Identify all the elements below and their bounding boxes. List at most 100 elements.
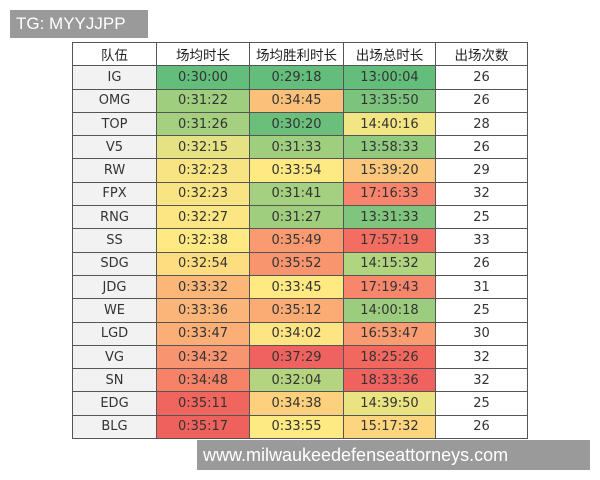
total-duration-cell: 15:39:20 [343,158,436,183]
table-row: JDG 0:33:32 0:33:45 17:19:43 31 [72,274,528,300]
team-cell: RW [72,158,157,183]
team-duration-table: 队伍 场均时长 场均胜利时长 出场总时长 出场次数 IG 0:30:00 0:29:… [72,41,528,440]
avg-duration-cell: 0:32:54 [156,251,250,276]
avg-win-duration-cell: 0:35:49 [249,228,344,253]
header-avg-duration: 场均时长 [156,41,250,67]
avg-win-duration-cell: 0:34:02 [249,321,344,346]
games-played-cell: 32 [435,181,528,207]
avg-win-duration-cell: 0:31:33 [249,135,344,160]
watermark-bottom: www.milwaukeedefenseattorneys.com [197,440,590,470]
total-duration-cell: 18:33:36 [343,368,436,393]
table-row: BLG 0:35:17 0:33:55 15:17:32 26 [72,414,528,440]
team-cell: SDG [72,251,157,276]
games-played-cell: 26 [435,88,528,113]
team-cell: JDG [72,274,157,300]
team-cell: IG [72,65,157,90]
table-row: IG 0:30:00 0:29:18 13:00:04 26 [72,65,528,90]
team-cell: BLG [72,414,157,440]
total-duration-cell: 16:53:47 [343,321,436,346]
avg-duration-cell: 0:32:23 [156,158,250,183]
games-played-cell: 33 [435,228,528,253]
total-duration-cell: 14:39:50 [343,391,436,416]
total-duration-cell: 14:40:16 [343,111,436,137]
avg-win-duration-cell: 0:33:45 [249,274,344,300]
avg-win-duration-cell: 0:30:20 [249,111,344,137]
avg-duration-cell: 0:32:15 [156,135,250,160]
table-row: FPX 0:32:23 0:31:41 17:16:33 32 [72,181,528,207]
table-row: TOP 0:31:26 0:30:20 14:40:16 28 [72,111,528,137]
games-played-cell: 31 [435,274,528,300]
avg-duration-cell: 0:33:36 [156,298,250,323]
total-duration-cell: 14:00:18 [343,298,436,323]
avg-win-duration-cell: 0:35:52 [249,251,344,276]
avg-duration-cell: 0:33:47 [156,321,250,346]
avg-win-duration-cell: 0:31:41 [249,181,344,207]
table-row: WE 0:33:36 0:35:12 14:00:18 25 [72,298,528,323]
avg-duration-cell: 0:35:17 [156,414,250,440]
avg-duration-cell: 0:30:00 [156,65,250,90]
total-duration-cell: 13:35:50 [343,88,436,113]
team-cell: SS [72,228,157,253]
total-duration-cell: 15:17:32 [343,414,436,440]
team-cell: EDG [72,391,157,416]
table-row: OMG 0:31:22 0:34:45 13:35:50 26 [72,88,528,113]
header-games-played: 出场次数 [435,41,528,67]
table-row: RW 0:32:23 0:33:54 15:39:20 29 [72,158,528,183]
table-row: RNG 0:32:27 0:31:27 13:31:33 25 [72,205,528,230]
avg-win-duration-cell: 0:34:45 [249,88,344,113]
table-row: EDG 0:35:11 0:34:38 14:39:50 25 [72,391,528,416]
avg-duration-cell: 0:32:23 [156,181,250,207]
table-row: LGD 0:33:47 0:34:02 16:53:47 30 [72,321,528,346]
team-cell: WE [72,298,157,323]
games-played-cell: 28 [435,111,528,137]
avg-win-duration-cell: 0:33:55 [249,414,344,440]
table-row: SS 0:32:38 0:35:49 17:57:19 33 [72,228,528,253]
table-row: SN 0:34:48 0:32:04 18:33:36 32 [72,368,528,393]
team-cell: TOP [72,111,157,137]
header-total-duration: 出场总时长 [343,41,436,67]
avg-duration-cell: 0:32:38 [156,228,250,253]
games-played-cell: 25 [435,298,528,323]
games-played-cell: 29 [435,158,528,183]
team-cell: FPX [72,181,157,207]
avg-duration-cell: 0:34:32 [156,344,250,370]
avg-duration-cell: 0:34:48 [156,368,250,393]
total-duration-cell: 13:00:04 [343,65,436,90]
games-played-cell: 26 [435,251,528,276]
avg-win-duration-cell: 0:34:38 [249,391,344,416]
avg-duration-cell: 0:35:11 [156,391,250,416]
avg-win-duration-cell: 0:35:12 [249,298,344,323]
team-cell: OMG [72,88,157,113]
avg-win-duration-cell: 0:32:04 [249,368,344,393]
games-played-cell: 25 [435,205,528,230]
avg-win-duration-cell: 0:29:18 [249,65,344,90]
table-row: VG 0:34:32 0:37:29 18:25:26 32 [72,344,528,370]
table-row: SDG 0:32:54 0:35:52 14:15:32 26 [72,251,528,276]
header-avg-win-duration: 场均胜利时长 [249,41,344,67]
total-duration-cell: 13:31:33 [343,205,436,230]
team-cell: VG [72,344,157,370]
avg-win-duration-cell: 0:33:54 [249,158,344,183]
games-played-cell: 26 [435,135,528,160]
avg-duration-cell: 0:33:32 [156,274,250,300]
watermark-top: TG: MYYJJPP [10,10,148,38]
avg-duration-cell: 0:32:27 [156,205,250,230]
total-duration-cell: 14:15:32 [343,251,436,276]
total-duration-cell: 18:25:26 [343,344,436,370]
total-duration-cell: 13:58:33 [343,135,436,160]
avg-duration-cell: 0:31:26 [156,111,250,137]
table-row: V5 0:32:15 0:31:33 13:58:33 26 [72,135,528,160]
header-team: 队伍 [72,41,157,67]
total-duration-cell: 17:19:43 [343,274,436,300]
total-duration-cell: 17:57:19 [343,228,436,253]
team-cell: V5 [72,135,157,160]
avg-duration-cell: 0:31:22 [156,88,250,113]
team-cell: LGD [72,321,157,346]
games-played-cell: 26 [435,65,528,90]
header-row: 队伍 场均时长 场均胜利时长 出场总时长 出场次数 [72,41,528,67]
avg-win-duration-cell: 0:37:29 [249,344,344,370]
games-played-cell: 32 [435,344,528,370]
games-played-cell: 32 [435,368,528,393]
team-cell: RNG [72,205,157,230]
team-cell: SN [72,368,157,393]
